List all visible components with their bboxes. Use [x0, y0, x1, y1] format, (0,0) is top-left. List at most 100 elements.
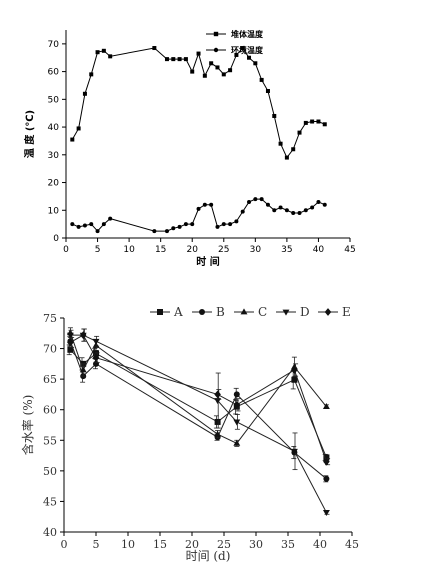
temp-data-point	[310, 205, 315, 210]
moist-series-line	[70, 334, 327, 462]
temp-data-point	[108, 216, 113, 221]
temp-data-point	[247, 55, 252, 60]
moist-y-tick-label: 60	[43, 404, 57, 417]
temp-data-point	[240, 209, 245, 214]
temp-data-point	[240, 46, 245, 51]
moist-legend-marker	[157, 309, 163, 315]
temp-y-axis-label: 温 度 (℃)	[23, 110, 36, 158]
moist-x-tick-label: 30	[249, 538, 263, 551]
temp-y-tick-label: 0	[53, 234, 59, 244]
moist-legend-label: B	[216, 305, 225, 319]
moist-legend-marker	[199, 309, 205, 315]
temp-data-point	[291, 211, 296, 216]
temp-x-axis-label: 时 间	[196, 255, 219, 268]
temp-data-point	[284, 155, 289, 160]
temp-data-point	[259, 77, 264, 82]
moist-data-point	[67, 346, 74, 353]
temp-data-point	[183, 222, 188, 227]
temp-data-point	[253, 197, 258, 202]
temp-data-point	[303, 208, 308, 213]
moist-data-point	[233, 419, 241, 426]
moist-y-tick-label: 70	[43, 343, 57, 356]
temp-y-tick-label: 20	[48, 179, 60, 189]
temp-data-point	[253, 61, 258, 66]
moist-data-point	[322, 510, 330, 517]
temp-y-tick-label: 50	[48, 95, 60, 105]
temp-data-point	[82, 223, 87, 228]
temp-data-point	[164, 57, 169, 62]
moist-legend-marker	[324, 308, 332, 316]
temp-y-tick-label: 60	[48, 68, 60, 78]
temp-data-point	[171, 57, 176, 62]
temp-data-point	[209, 61, 214, 66]
moist-x-tick-label: 35	[281, 538, 295, 551]
moist-x-tick-label: 20	[185, 538, 199, 551]
temp-data-point	[89, 222, 94, 227]
moist-x-axis-label: 时间 (d)	[186, 549, 231, 563]
temp-x-tick-label: 35	[281, 245, 292, 255]
moist-x-tick-label: 40	[313, 538, 327, 551]
moist-data-point	[323, 475, 330, 482]
moist-data-point	[92, 353, 100, 362]
temp-data-point	[215, 65, 220, 70]
temp-data-point	[70, 137, 75, 142]
moist-legend-marker	[282, 309, 290, 316]
temp-legend-marker	[213, 47, 219, 53]
temp-data-point	[177, 224, 182, 229]
moist-data-point	[214, 390, 221, 399]
temp-data-point	[278, 141, 283, 146]
temp-x-tick-label: 25	[218, 245, 229, 255]
temp-data-point	[82, 91, 87, 96]
temp-data-point	[291, 147, 296, 152]
moist-legend-label: E	[342, 305, 351, 319]
moist-data-point	[323, 457, 330, 466]
temp-y-tick-label: 40	[48, 123, 60, 133]
moist-y-tick-label: 45	[43, 495, 57, 508]
temp-data-point	[316, 199, 321, 204]
moisture-chart: 0 5 10 15 20 25 30 35 40 45 40 45 50 55 60 65 70 75 时间 (d)…	[20, 305, 359, 563]
moist-data-point	[79, 366, 87, 373]
temp-data-point	[101, 48, 106, 53]
temp-data-point	[221, 222, 226, 227]
moist-legend-label: A	[173, 305, 183, 319]
temp-data-point	[209, 202, 214, 207]
temp-x-tick-label: 30	[250, 245, 262, 255]
temp-data-point	[215, 224, 220, 229]
moist-x-tick-label: 5	[93, 538, 100, 551]
temp-data-point	[272, 208, 277, 213]
moist-x-tick-label: 25	[217, 538, 231, 551]
temp-data-point	[171, 226, 176, 231]
temp-y-tick-label: 10	[48, 206, 60, 216]
moist-x-tick-label: 0	[61, 538, 68, 551]
temp-data-point	[101, 222, 106, 227]
moist-data-point	[233, 439, 241, 446]
temp-legend-marker	[213, 31, 219, 37]
temp-data-point	[259, 197, 264, 202]
moist-data-point	[233, 400, 241, 409]
moist-data-point	[291, 366, 298, 374]
temp-data-point	[89, 72, 94, 77]
temp-data-point	[303, 120, 308, 125]
temp-legend-label: 环境温度	[231, 45, 264, 55]
temp-data-point	[316, 119, 321, 124]
moist-legend-label: C	[258, 305, 267, 319]
moist-legend-marker	[240, 308, 248, 315]
temp-data-point	[76, 126, 81, 131]
temp-data-point	[152, 229, 157, 234]
temp-data-point	[164, 229, 169, 234]
moist-data-point	[93, 360, 99, 367]
moist-x-tick-label: 10	[121, 538, 135, 551]
temp-data-point	[310, 119, 315, 124]
temp-legend-label: 堆体温度	[231, 29, 264, 39]
temp-x-tick-label: 45	[344, 245, 355, 255]
moist-data-point	[290, 448, 298, 455]
moist-y-axis-label: 含水率 (%)	[20, 395, 35, 456]
moist-data-point	[66, 332, 74, 339]
temp-data-point	[95, 229, 100, 234]
moist-data-point	[323, 454, 330, 461]
moist-data-point	[214, 430, 222, 437]
temp-data-point	[196, 51, 201, 56]
temp-data-point	[284, 208, 289, 213]
temp-x-tick-label: 5	[95, 245, 101, 255]
